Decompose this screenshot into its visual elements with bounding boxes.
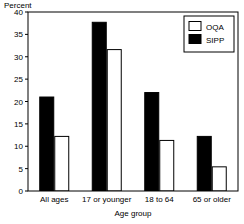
legend-swatch — [189, 35, 201, 44]
bar — [107, 50, 121, 191]
bar — [160, 140, 174, 191]
legend-swatch — [189, 22, 201, 31]
legend-label: SIPP — [206, 36, 224, 45]
x-tick-label: All ages — [40, 195, 68, 204]
y-axis-label: Percent — [4, 1, 32, 10]
y-tick-label: 0 — [19, 187, 24, 196]
x-tick-label: 17 or younger — [82, 195, 132, 204]
legend-label: OQA — [206, 23, 224, 32]
legend-box — [184, 16, 234, 52]
chart-container: 0510152025303540All ages17 or younger18 … — [0, 0, 244, 224]
y-tick-label: 10 — [14, 142, 23, 151]
bar — [145, 93, 159, 191]
bar — [92, 22, 106, 191]
y-tick-label: 20 — [14, 98, 23, 107]
y-tick-label: 25 — [14, 75, 23, 84]
x-tick-label: 18 to 64 — [145, 195, 174, 204]
y-tick-label: 30 — [14, 53, 23, 62]
bar — [40, 97, 54, 191]
x-axis-label: Age group — [115, 209, 152, 218]
plot-frame — [28, 12, 238, 191]
bar — [212, 167, 226, 191]
bar — [55, 136, 69, 191]
y-tick-label: 5 — [19, 165, 24, 174]
y-tick-label: 15 — [14, 120, 23, 129]
chart-svg: 0510152025303540All ages17 or younger18 … — [0, 0, 244, 224]
x-tick-label: 65 or older — [193, 195, 232, 204]
bar — [197, 136, 211, 191]
y-tick-label: 35 — [14, 30, 23, 39]
